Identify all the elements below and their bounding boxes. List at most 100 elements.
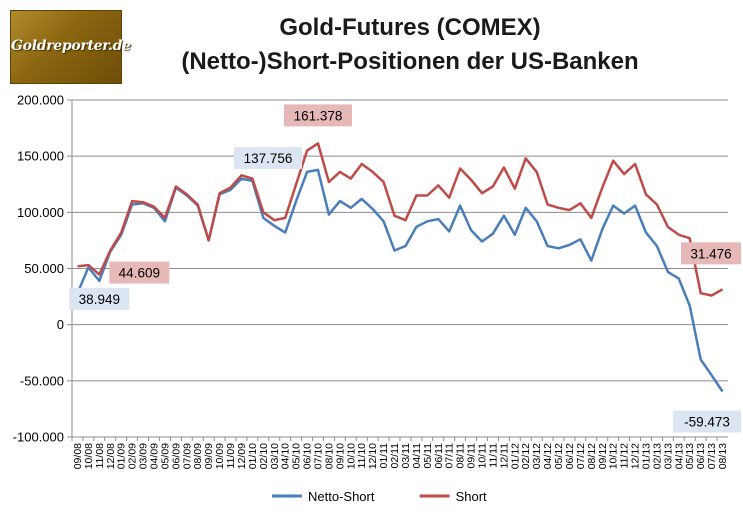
x-tick-label: 02/11 xyxy=(389,443,401,469)
x-tick-label: 01/11 xyxy=(378,443,390,469)
x-tick-label: 09/09 xyxy=(203,443,215,469)
x-tick-label: 05/13 xyxy=(684,443,696,469)
data-label: 38.949 xyxy=(69,287,130,310)
x-tick-label: 06/11 xyxy=(433,443,445,469)
x-tick-label: 07/09 xyxy=(181,443,193,469)
data-label-text: -59.473 xyxy=(684,414,730,429)
y-tick-label: 150.000 xyxy=(17,149,64,164)
logo-text: Goldreporter.de xyxy=(11,38,131,54)
y-tick-label: -100.000 xyxy=(13,430,64,445)
x-tick-label: 03/12 xyxy=(531,443,543,469)
chart-title: Gold-Futures (COMEX) xyxy=(279,14,541,41)
x-tick-label: 06/10 xyxy=(302,443,314,469)
x-tick-label: 11/08 xyxy=(94,443,106,469)
legend: Netto-Short Short xyxy=(272,489,487,504)
x-tick-label: 10/10 xyxy=(345,443,357,469)
data-label-box xyxy=(681,242,741,265)
x-tick-label: 09/10 xyxy=(334,443,346,469)
x-tick-label: 04/09 xyxy=(149,443,161,469)
x-tick-label: 12/11 xyxy=(498,443,510,469)
x-axis: 09/0810/0811/0812/0801/0902/0903/0904/09… xyxy=(71,437,729,469)
legend-label: Netto-Short xyxy=(308,489,375,504)
x-tick-label: 12/10 xyxy=(367,443,379,469)
x-tick-label: 12/12 xyxy=(630,443,642,469)
data-label-box xyxy=(284,104,352,127)
x-tick-label: 03/09 xyxy=(138,443,150,469)
y-tick-label: 200.000 xyxy=(17,93,64,108)
x-tick-label: 02/13 xyxy=(651,443,663,469)
x-tick-label: 02/09 xyxy=(127,443,139,469)
x-tick-label: 04/11 xyxy=(411,443,423,469)
x-tick-label: 11/10 xyxy=(356,443,368,469)
data-label-box xyxy=(109,261,170,284)
x-tick-label: 07/10 xyxy=(313,443,325,469)
x-tick-label: 07/11 xyxy=(444,443,456,469)
data-label: 161.378 xyxy=(284,104,352,127)
x-tick-label: 11/11 xyxy=(487,443,499,468)
series-lines xyxy=(76,142,724,393)
y-tick-label: 0 xyxy=(57,317,64,332)
data-label: 137.756 xyxy=(234,146,302,169)
x-tick-label: 02/12 xyxy=(520,443,532,469)
series-line-short xyxy=(77,142,724,297)
x-tick-label: 09/12 xyxy=(597,443,609,469)
x-tick-label: 10/08 xyxy=(83,443,95,469)
x-tick-label: 10/12 xyxy=(608,443,620,469)
data-label: 31.476 xyxy=(681,242,741,265)
x-tick-label: 06/12 xyxy=(564,443,576,469)
x-tick-label: 01/12 xyxy=(509,443,521,469)
x-tick-label: 05/11 xyxy=(422,443,434,469)
x-tick-label: 10/09 xyxy=(214,443,226,469)
legend-item: Short xyxy=(419,489,487,504)
x-tick-label: 05/09 xyxy=(159,443,171,469)
x-tick-label: 06/13 xyxy=(695,443,707,469)
x-tick-label: 05/10 xyxy=(291,443,303,469)
x-tick-label: 07/13 xyxy=(706,443,718,469)
x-tick-label: 02/10 xyxy=(258,443,270,469)
gridlines xyxy=(72,99,728,438)
chart-subtitle: (Netto-)Short-Positionen der US-Banken xyxy=(181,48,639,75)
x-tick-label: 08/13 xyxy=(717,443,729,469)
series-line-netto-short xyxy=(76,168,724,393)
x-tick-label: 01/13 xyxy=(641,443,653,469)
x-tick-label: 05/12 xyxy=(553,443,565,469)
x-tick-label: 04/12 xyxy=(542,443,554,469)
x-tick-label: 11/09 xyxy=(225,443,237,469)
x-tick-label: 08/09 xyxy=(192,443,204,469)
x-tick-label: 01/09 xyxy=(116,443,128,469)
x-tick-label: 10/11 xyxy=(477,443,489,469)
data-label-text: 31.476 xyxy=(690,246,731,261)
legend-label: Short xyxy=(456,489,487,504)
data-label-text: 161.378 xyxy=(294,108,343,123)
legend-item: Netto-Short xyxy=(272,489,375,504)
y-tick-label: 50.000 xyxy=(24,261,64,276)
data-callouts: 44.609 38.949 137.756 161.378 31.476 -59.473 xyxy=(69,104,741,433)
data-label-box xyxy=(234,146,302,169)
x-tick-label: 07/12 xyxy=(575,443,587,469)
y-axis: 200.000 150.000 100.000 50.000 0 -50.000 -100.… xyxy=(13,93,73,445)
x-tick-label: 03/13 xyxy=(662,443,674,469)
data-label: 44.609 xyxy=(109,261,170,284)
x-tick-label: 09/08 xyxy=(72,443,84,469)
x-tick-label: 03/10 xyxy=(269,443,281,469)
x-tick-label: 01/10 xyxy=(247,443,259,469)
x-tick-label: 08/12 xyxy=(586,443,598,469)
x-tick-label: 06/09 xyxy=(170,443,182,469)
x-tick-label: 04/10 xyxy=(280,443,292,469)
data-label: -59.473 xyxy=(673,410,741,433)
x-tick-label: 03/11 xyxy=(400,443,412,469)
x-tick-label: 04/13 xyxy=(673,443,685,469)
x-tick-label: 11/12 xyxy=(619,443,631,469)
y-tick-label: -50.000 xyxy=(20,373,64,388)
data-label-text: 137.756 xyxy=(244,151,293,166)
goldreporter-logo: Goldreporter.de xyxy=(10,10,131,84)
data-label-text: 38.949 xyxy=(79,292,120,307)
x-tick-label: 12/09 xyxy=(236,443,248,469)
x-tick-label: 08/10 xyxy=(323,443,335,469)
y-tick-label: 100.000 xyxy=(17,205,64,220)
x-tick-label: 08/11 xyxy=(455,443,467,469)
data-label-box xyxy=(69,287,130,310)
x-tick-label: 12/08 xyxy=(105,443,117,469)
data-label-text: 44.609 xyxy=(119,266,160,281)
